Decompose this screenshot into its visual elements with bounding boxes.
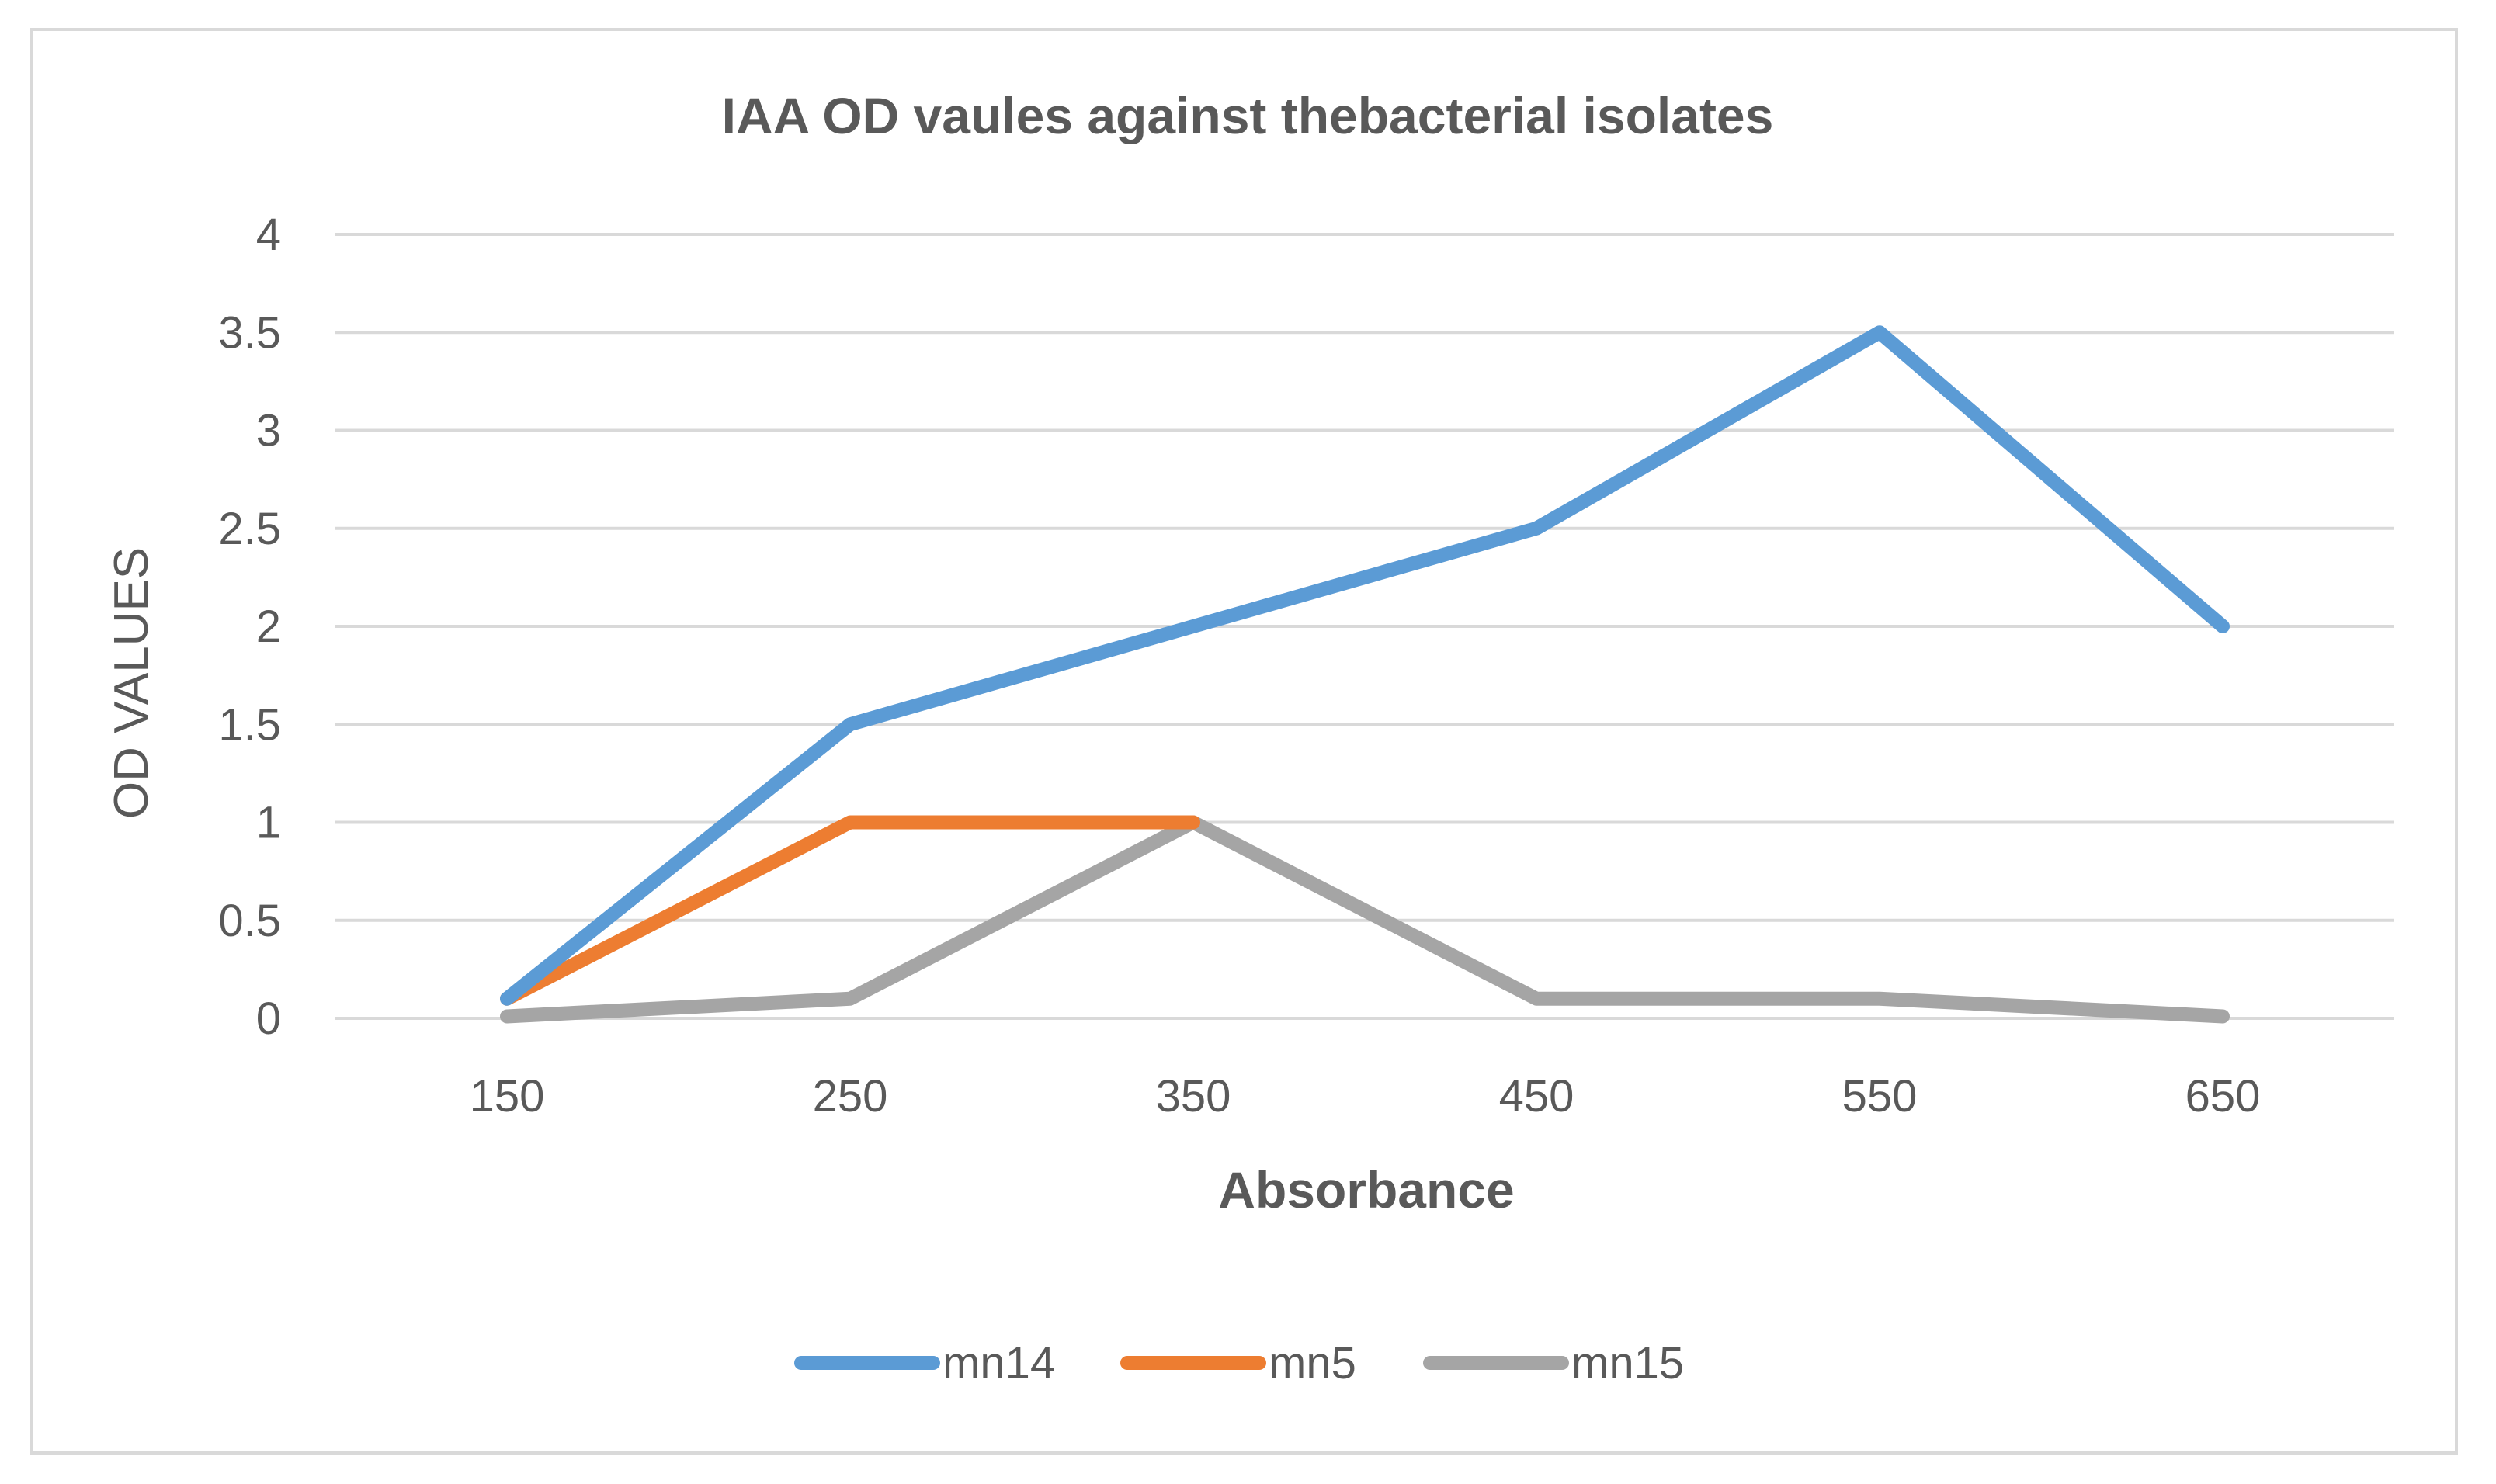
legend: mn14 mn5 mn15 (794, 1338, 1684, 1389)
x-tick-label: 450 (1499, 1071, 1574, 1122)
y-tick-label: 1 (256, 798, 281, 848)
series-line-mn14 (500, 325, 2230, 1006)
y-tick-label: 1.5 (218, 699, 281, 750)
y-tick-label: 3.5 (218, 307, 281, 358)
legend-label-mn5: mn5 (1269, 1338, 1356, 1389)
chart-frame (30, 28, 2458, 1455)
x-tick-label: 350 (1156, 1071, 1231, 1122)
gridlines (335, 233, 2394, 1020)
series-line-mn5 (500, 815, 1200, 1006)
y-tick-label: 2.5 (218, 504, 281, 554)
y-tick-label: 0 (256, 993, 281, 1044)
x-tick-label: 150 (470, 1071, 545, 1122)
x-axis-title: Absorbance (1218, 1161, 1514, 1219)
legend-label-mn14: mn14 (943, 1338, 1055, 1389)
chart-title: IAA OD vaules against thebacterial isola… (722, 87, 1774, 144)
series-line-mn15 (500, 815, 2230, 1024)
y-tick-label: 3 (256, 406, 281, 456)
y-axis-ticks: 0 0.5 1 1.5 2 2.5 3 3.5 4 (218, 210, 281, 1044)
y-axis-title: OD VALUES (105, 547, 158, 819)
y-tick-label: 0.5 (218, 896, 281, 946)
series-lines (500, 325, 2230, 1024)
legend-label-mn15: mn15 (1571, 1338, 1684, 1389)
x-axis-ticks: 150 250 350 450 550 650 (470, 1071, 2261, 1122)
x-tick-label: 550 (1842, 1071, 1918, 1122)
y-tick-label: 2 (256, 602, 281, 652)
x-tick-label: 250 (813, 1071, 888, 1122)
x-tick-label: 650 (2185, 1071, 2261, 1122)
y-tick-label: 4 (256, 210, 281, 260)
